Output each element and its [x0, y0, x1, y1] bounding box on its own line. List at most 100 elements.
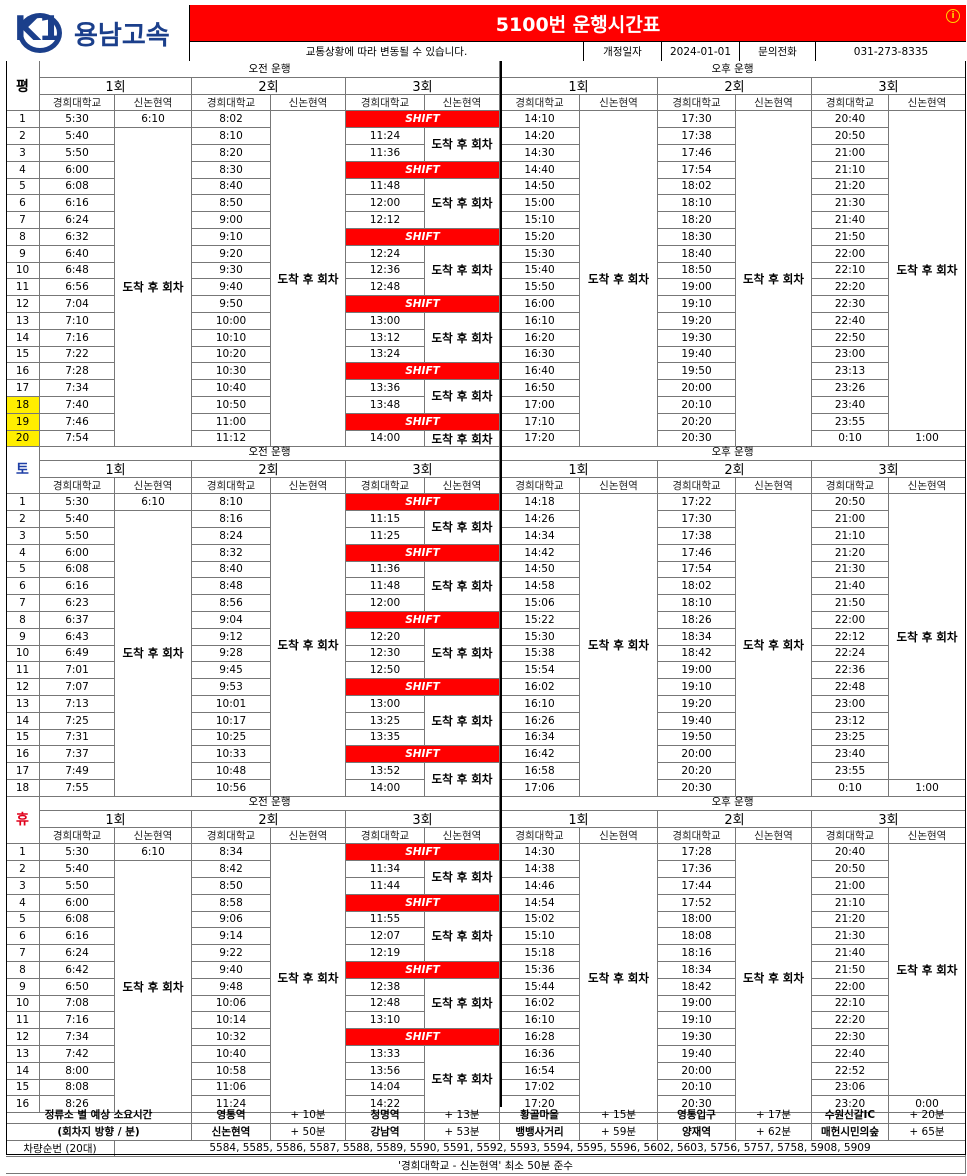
- departure-time: 13:00: [346, 696, 425, 713]
- round-header: 1회: [40, 77, 192, 95]
- departure-time: 13:12: [346, 329, 425, 347]
- departure-time: 21:20: [812, 911, 889, 929]
- title-text: 5100번 운행시간표: [495, 13, 661, 36]
- departure-time: 7:34: [40, 1029, 115, 1046]
- departure-time: 11:24: [192, 1096, 271, 1114]
- travel-time: + 53분: [425, 1123, 500, 1141]
- departure-time: 21:30: [812, 195, 889, 213]
- travel-time: + 15분: [580, 1107, 658, 1124]
- row-number: 11: [6, 279, 40, 297]
- turnaround-label: 도착 후 회차: [271, 844, 346, 1114]
- stop-name: 청명역: [346, 1107, 425, 1124]
- row-number: 14: [6, 1062, 40, 1080]
- day-type-label: 휴: [6, 794, 40, 845]
- departure-time: 17:54: [658, 561, 736, 579]
- row-number: 8: [6, 229, 40, 246]
- row-number: 9: [6, 628, 40, 646]
- row-number: 10: [6, 645, 40, 663]
- departure-time: 9:14: [192, 928, 271, 946]
- round-header: 3회: [812, 77, 966, 95]
- departure-time: 12:00: [346, 595, 425, 612]
- departure-time: 18:50: [658, 262, 736, 280]
- departure-time: 18:02: [658, 178, 736, 196]
- departure-time: 15:44: [500, 978, 580, 996]
- stop-header: 신논현역: [889, 827, 966, 845]
- departure-time: 8:26: [40, 1096, 115, 1114]
- departure-time: 23:13: [812, 363, 889, 381]
- departure-time: 23:40: [812, 397, 889, 414]
- departure-time: 23:00: [812, 696, 889, 713]
- row-number: 10: [6, 262, 40, 280]
- departure-time: 15:10: [500, 928, 580, 946]
- departure-time: 19:40: [658, 712, 736, 730]
- departure-time: 22:48: [812, 679, 889, 696]
- departure-time: 7:22: [40, 346, 115, 364]
- stop-header: 신논현역: [736, 94, 812, 112]
- departure-time: 6:08: [40, 178, 115, 196]
- info-icon[interactable]: i: [946, 9, 960, 23]
- row-number: 1: [6, 494, 40, 512]
- departure-time: 9:28: [192, 645, 271, 663]
- departure-time: 19:00: [658, 279, 736, 297]
- departure-time: 17:38: [658, 128, 736, 145]
- departure-time: 9:53: [192, 679, 271, 696]
- departure-time: 5:30: [40, 844, 115, 862]
- departure-time: 22:12: [812, 628, 889, 646]
- stop-header: 경희대학교: [658, 94, 736, 112]
- departure-time: 23:55: [812, 763, 889, 780]
- afternoon-header: 오후 운행: [500, 444, 966, 461]
- departure-time: 8:56: [192, 595, 271, 612]
- departure-time: 14:46: [500, 878, 580, 895]
- departure-time: 16:50: [500, 380, 580, 397]
- timetable: 평 오전 운행 오후 운행 1회 2회 3회 1회 2회 3회 경희대학교 신논현역 경희대학교 신논현…: [6, 61, 966, 1175]
- departure-time: 5:30: [40, 494, 115, 512]
- departure-time: 14:30: [500, 844, 580, 862]
- departure-time: 20:00: [658, 746, 736, 764]
- departure-time: 7:40: [40, 397, 115, 414]
- departure-time: 7:37: [40, 746, 115, 764]
- departure-time: 15:30: [500, 245, 580, 263]
- departure-time: 18:42: [658, 978, 736, 996]
- shift-bar: SHIFT: [346, 894, 500, 912]
- departure-time: 11:36: [346, 145, 425, 162]
- departure-time: 6:00: [40, 544, 115, 562]
- departure-time: 7:16: [40, 1012, 115, 1030]
- departure-time: 10:25: [192, 729, 271, 747]
- departure-time: 16:02: [500, 679, 580, 696]
- departure-time: 18:34: [658, 628, 736, 646]
- stop-header: 신논현역: [271, 477, 346, 495]
- departure-time: 12:30: [346, 645, 425, 663]
- departure-time: 15:36: [500, 962, 580, 979]
- departure-time: 12:07: [346, 928, 425, 946]
- round-header: 2회: [658, 810, 812, 828]
- departure-time: 7:25: [40, 712, 115, 730]
- departure-time: 16:36: [500, 1046, 580, 1063]
- round-header: 2회: [192, 810, 346, 828]
- departure-time: 11:36: [346, 561, 425, 579]
- day-type-label: 토: [6, 444, 40, 495]
- departure-time: 9:45: [192, 662, 271, 680]
- stop-name: 수원신갈IC: [812, 1107, 889, 1124]
- departure-time: 22:20: [812, 279, 889, 297]
- departure-time: 9:10: [192, 229, 271, 246]
- round-header: 1회: [40, 810, 192, 828]
- departure-time: 15:38: [500, 645, 580, 663]
- row-number: 7: [6, 212, 40, 229]
- turnaround-label: 도착 후 회차: [425, 245, 500, 297]
- departure-time: 6:49: [40, 645, 115, 663]
- departure-time: 14:22: [346, 1096, 425, 1114]
- turnaround-label: 도착 후 회차: [425, 861, 500, 895]
- travel-time: + 62분: [736, 1123, 812, 1141]
- stop-name: 양재역: [658, 1123, 736, 1141]
- departure-time: 13:35: [346, 729, 425, 747]
- departure-time: 7:49: [40, 763, 115, 780]
- departure-time: 19:10: [658, 296, 736, 313]
- round-header: 3회: [346, 77, 500, 95]
- header: K1 용남고속 5100번 운행시간표 i 교통상황에 따라 변동될 수 있습니다…: [6, 5, 966, 61]
- departure-time: 18:10: [658, 195, 736, 213]
- departure-time: 14:38: [500, 861, 580, 878]
- departure-time: 8:10: [192, 128, 271, 145]
- departure-time: 18:26: [658, 612, 736, 629]
- departure-time: 19:20: [658, 696, 736, 713]
- shift-bar: SHIFT: [346, 229, 500, 246]
